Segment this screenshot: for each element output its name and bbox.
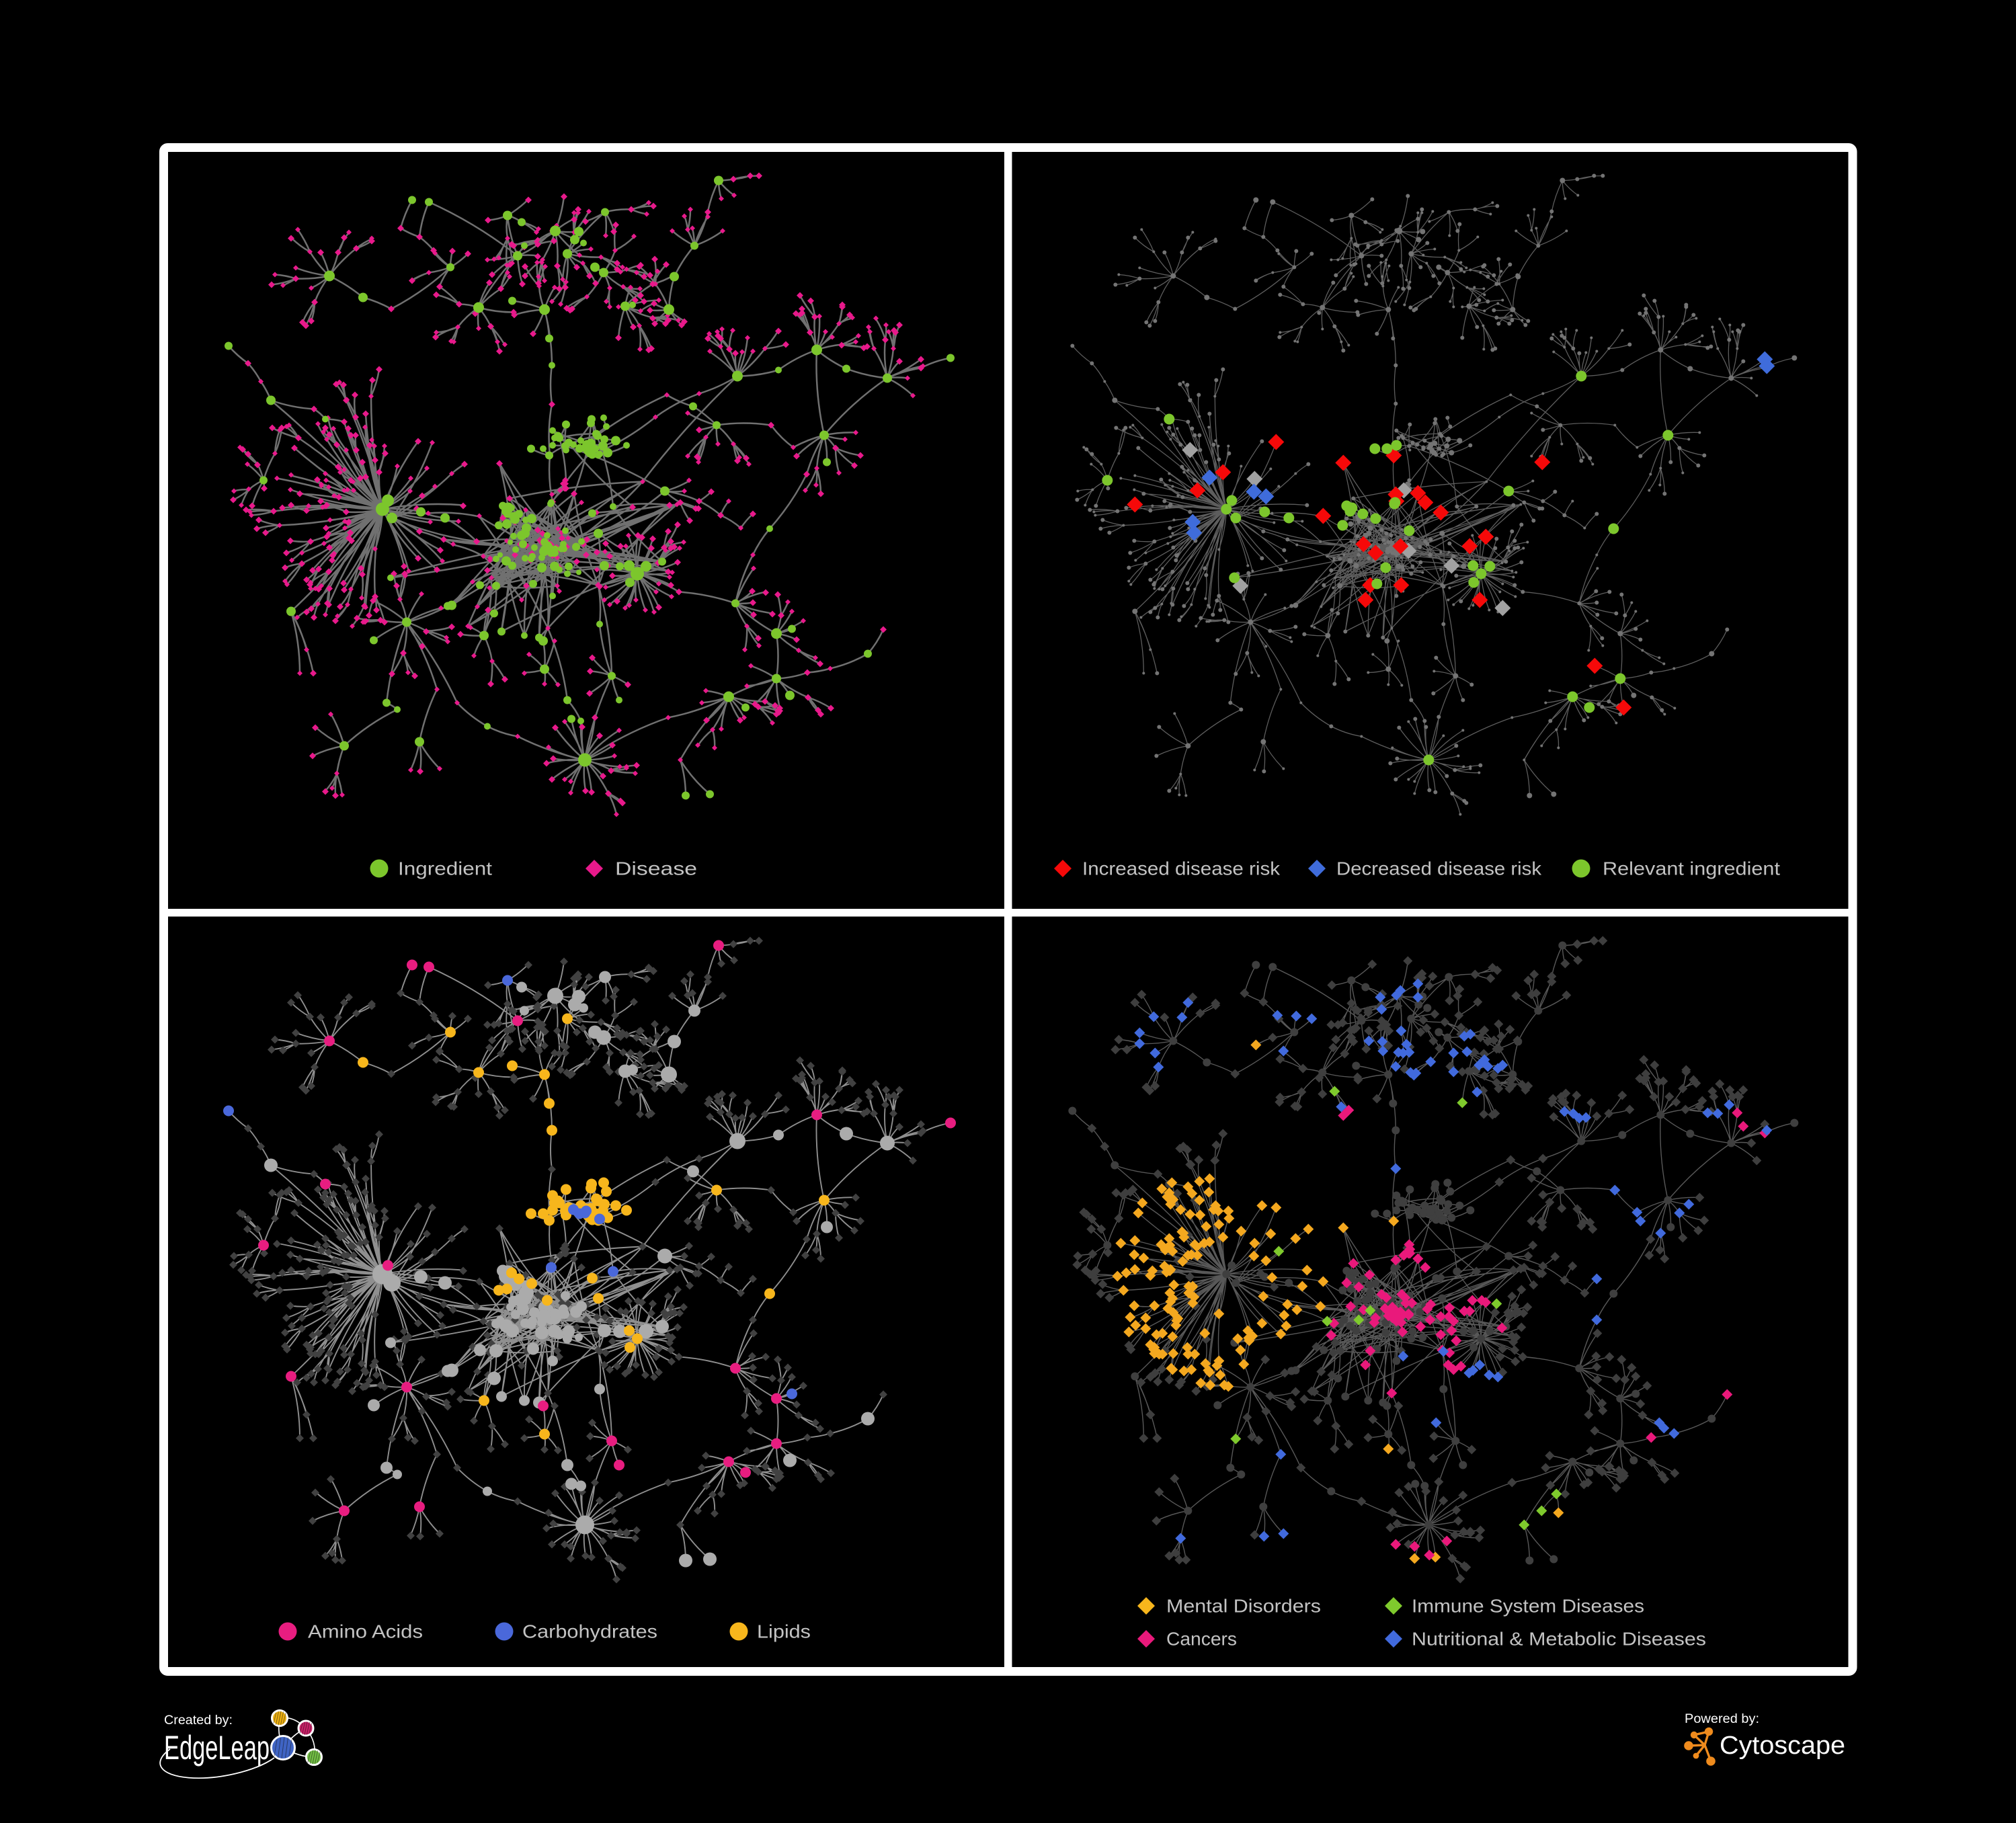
svg-text:Lipids: Lipids	[757, 1621, 811, 1642]
svg-text:Increased disease risk: Increased disease risk	[1082, 858, 1281, 879]
svg-text:Powered by:: Powered by:	[1685, 1712, 1759, 1726]
svg-text:Created by:: Created by:	[164, 1713, 233, 1728]
svg-text:Disease: Disease	[615, 858, 697, 879]
svg-text:Immune System Diseases: Immune System Diseases	[1412, 1596, 1644, 1617]
svg-text:Cytoscape: Cytoscape	[1720, 1732, 1845, 1760]
svg-text:EdgeLeap: EdgeLeap	[164, 1729, 270, 1767]
svg-text:Cancers: Cancers	[1166, 1629, 1237, 1650]
svg-text:Nutritional & Metabolic Diseas: Nutritional & Metabolic Diseases	[1412, 1629, 1706, 1650]
svg-text:Carbohydrates: Carbohydrates	[522, 1621, 657, 1642]
svg-text:Ingredient: Ingredient	[398, 858, 492, 879]
svg-text:Decreased disease risk: Decreased disease risk	[1336, 858, 1542, 879]
svg-text:Amino Acids: Amino Acids	[308, 1621, 423, 1642]
svg-text:Mental Disorders: Mental Disorders	[1166, 1596, 1321, 1617]
svg-text:Relevant ingredient: Relevant ingredient	[1603, 858, 1780, 879]
